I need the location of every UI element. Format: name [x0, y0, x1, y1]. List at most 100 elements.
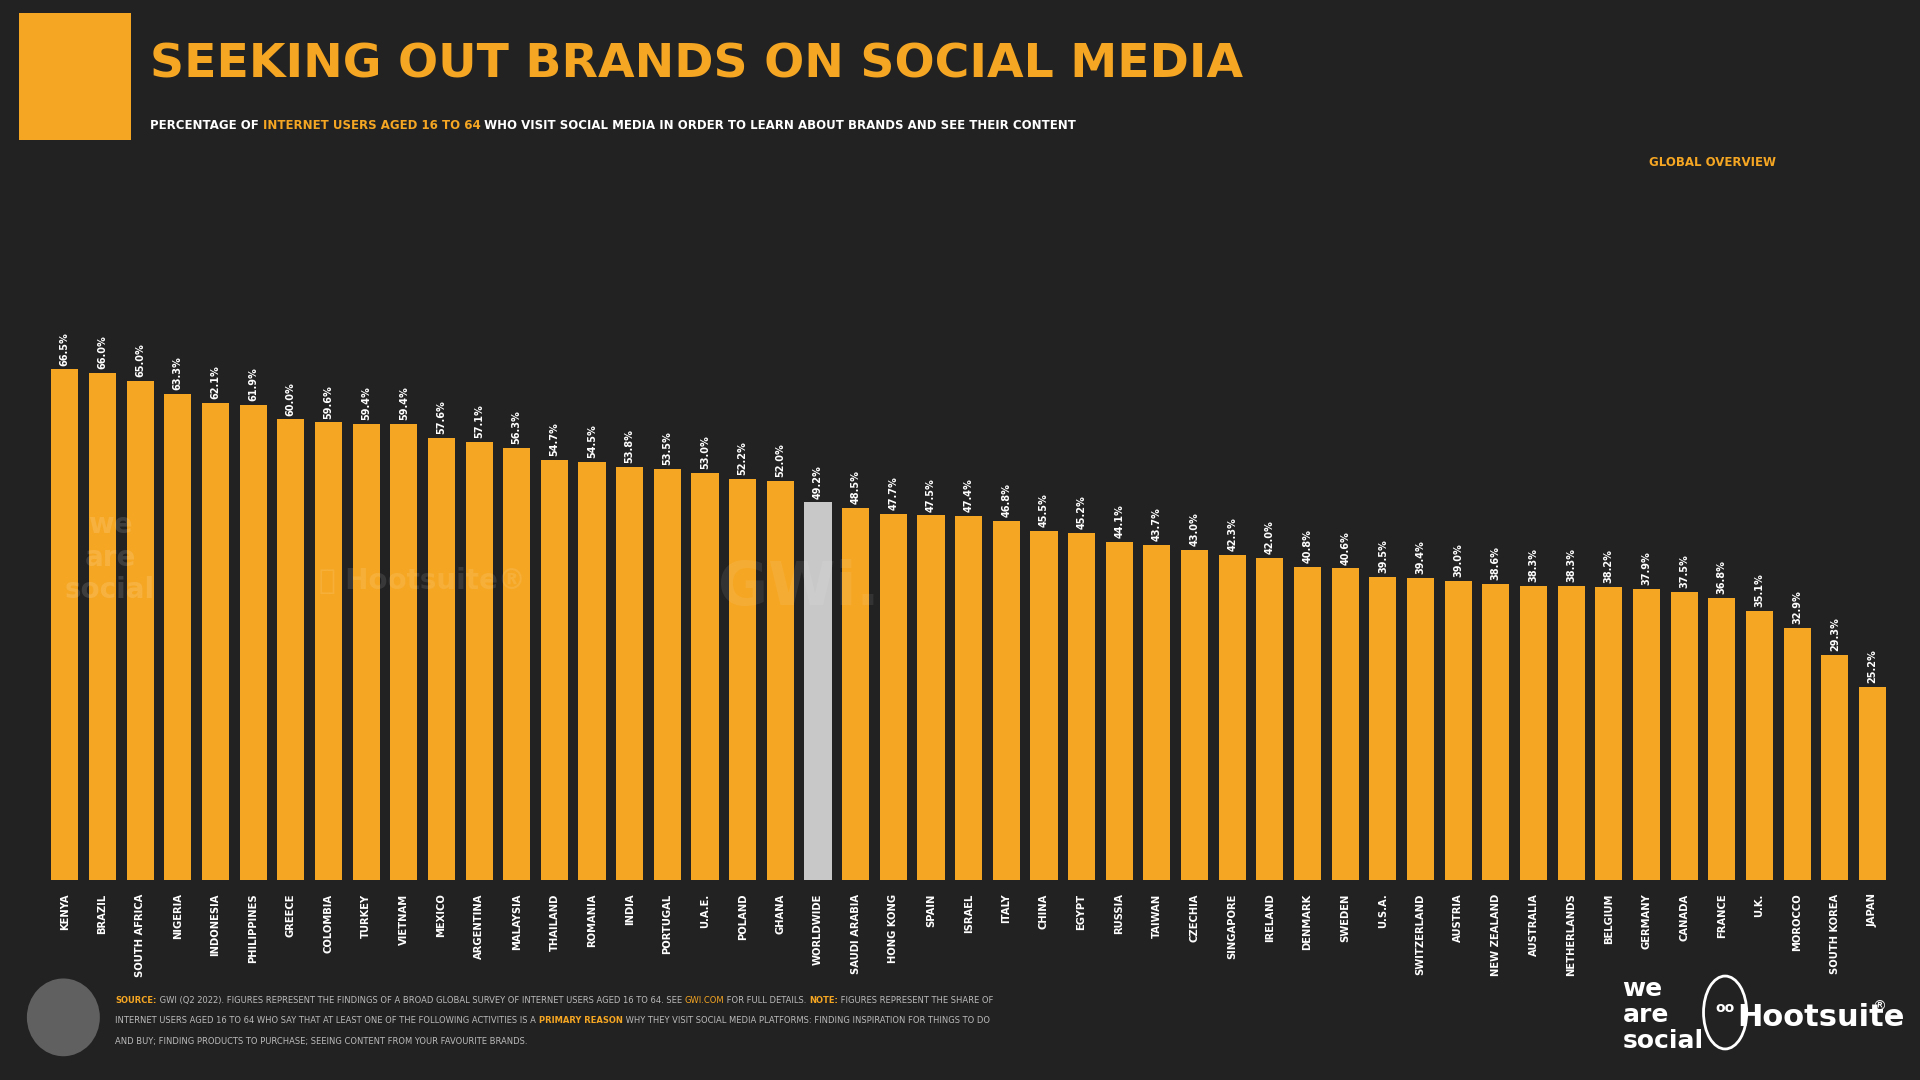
Text: 39.5%: 39.5%	[1379, 539, 1388, 573]
Text: 53.0%: 53.0%	[701, 435, 710, 470]
Bar	[315, 422, 342, 880]
Text: 66.0%: 66.0%	[98, 336, 108, 369]
Text: 40.6%: 40.6%	[1340, 530, 1350, 565]
Text: 38.3%: 38.3%	[1528, 549, 1538, 582]
Text: 59.6%: 59.6%	[323, 384, 334, 419]
Bar	[843, 508, 870, 880]
Text: 118: 118	[44, 1009, 83, 1026]
Text: 🦉 Hootsuite®: 🦉 Hootsuite®	[319, 567, 526, 595]
Bar	[165, 394, 192, 880]
Text: ®: ®	[1872, 1000, 1885, 1013]
Bar	[1784, 627, 1811, 880]
Text: 37.5%: 37.5%	[1680, 555, 1690, 589]
Text: WHO VISIT SOCIAL MEDIA IN ORDER TO LEARN ABOUT BRANDS AND SEE THEIR CONTENT: WHO VISIT SOCIAL MEDIA IN ORDER TO LEARN…	[480, 119, 1077, 132]
Text: GLOBAL OVERVIEW: GLOBAL OVERVIEW	[1649, 156, 1776, 168]
Bar	[202, 403, 228, 880]
Text: oo: oo	[1715, 1001, 1736, 1015]
Text: SOURCE:: SOURCE:	[115, 996, 157, 1004]
Text: 57.1%: 57.1%	[474, 404, 484, 437]
Text: 43.0%: 43.0%	[1190, 512, 1200, 546]
Text: PRIMARY REASON: PRIMARY REASON	[540, 1016, 622, 1025]
Text: 25.2%: 25.2%	[1868, 649, 1878, 683]
Text: 54.7%: 54.7%	[549, 422, 559, 456]
Text: 62.1%: 62.1%	[211, 366, 221, 400]
Text: 38.2%: 38.2%	[1603, 549, 1615, 583]
Text: 66.5%: 66.5%	[60, 332, 69, 366]
Text: 56.3%: 56.3%	[513, 410, 522, 444]
Bar	[1822, 656, 1849, 880]
Text: 38.6%: 38.6%	[1490, 546, 1501, 580]
Text: 48.5%: 48.5%	[851, 470, 860, 504]
Text: NOTE:: NOTE:	[808, 996, 837, 1004]
Text: 42.0%: 42.0%	[1265, 521, 1275, 554]
Text: FOR FULL DETAILS.: FOR FULL DETAILS.	[724, 996, 808, 1004]
Text: GWi.: GWi.	[718, 558, 879, 618]
Bar	[127, 381, 154, 880]
Bar	[1219, 555, 1246, 880]
Bar	[1369, 577, 1396, 880]
Bar	[918, 515, 945, 880]
Bar	[691, 473, 718, 880]
Bar	[616, 467, 643, 880]
Bar	[954, 516, 983, 880]
Text: we
are
social: we are social	[1622, 977, 1703, 1053]
Text: PERCENTAGE OF: PERCENTAGE OF	[150, 119, 263, 132]
Bar	[503, 448, 530, 880]
Text: SEEKING OUT BRANDS ON SOCIAL MEDIA: SEEKING OUT BRANDS ON SOCIAL MEDIA	[150, 42, 1242, 87]
Text: 39.0%: 39.0%	[1453, 543, 1463, 577]
Text: 37.9%: 37.9%	[1642, 552, 1651, 585]
Bar	[1482, 584, 1509, 880]
Bar	[730, 480, 756, 880]
Text: 52.0%: 52.0%	[776, 443, 785, 477]
Text: 2022: 2022	[25, 89, 125, 123]
Bar	[353, 424, 380, 880]
Text: 45.5%: 45.5%	[1039, 494, 1048, 527]
Text: GWI.COM: GWI.COM	[684, 996, 724, 1004]
Text: FIGURES REPRESENT THE SHARE OF: FIGURES REPRESENT THE SHARE OF	[837, 996, 993, 1004]
Text: 52.2%: 52.2%	[737, 442, 747, 475]
Bar	[1407, 578, 1434, 880]
Text: 44.1%: 44.1%	[1114, 504, 1125, 538]
Text: 53.5%: 53.5%	[662, 432, 672, 465]
Bar	[52, 369, 79, 880]
Bar	[1632, 589, 1661, 880]
Bar	[1444, 581, 1473, 880]
Text: Hootsuite: Hootsuite	[1738, 1003, 1905, 1031]
Text: 60.0%: 60.0%	[286, 382, 296, 416]
Bar	[1557, 586, 1584, 880]
Bar	[1859, 687, 1885, 880]
Bar	[1031, 530, 1058, 880]
Text: AND BUY; FINDING PRODUCTS TO PURCHASE; SEEING CONTENT FROM YOUR FAVOURITE BRANDS: AND BUY; FINDING PRODUCTS TO PURCHASE; S…	[115, 1037, 528, 1045]
Text: GWI (Q2 2022). FIGURES REPRESENT THE FINDINGS OF A BROAD GLOBAL SURVEY OF INTERN: GWI (Q2 2022). FIGURES REPRESENT THE FIN…	[157, 996, 684, 1004]
Bar	[390, 424, 417, 880]
Bar	[766, 481, 793, 880]
Text: 39.4%: 39.4%	[1415, 540, 1425, 573]
Text: 42.3%: 42.3%	[1227, 517, 1236, 552]
Text: 49.2%: 49.2%	[812, 464, 824, 499]
Bar	[1068, 534, 1094, 880]
Bar	[240, 405, 267, 880]
Bar	[1294, 567, 1321, 880]
Text: 36.8%: 36.8%	[1716, 559, 1726, 594]
Bar	[1596, 586, 1622, 880]
Text: 38.3%: 38.3%	[1567, 549, 1576, 582]
Bar	[879, 514, 906, 880]
Bar	[993, 521, 1020, 880]
Bar	[428, 437, 455, 880]
Bar	[655, 470, 682, 880]
Text: 40.8%: 40.8%	[1302, 529, 1313, 563]
Text: 59.4%: 59.4%	[361, 387, 371, 420]
Bar	[1256, 557, 1283, 880]
Text: 29.3%: 29.3%	[1830, 618, 1839, 651]
Text: 53.8%: 53.8%	[624, 430, 636, 463]
Bar	[1106, 541, 1133, 880]
Text: OCT: OCT	[35, 30, 115, 65]
Text: 46.8%: 46.8%	[1002, 483, 1012, 517]
Text: INTERNET USERS AGED 16 TO 64 WHO SAY THAT AT LEAST ONE OF THE FOLLOWING ACTIVITI: INTERNET USERS AGED 16 TO 64 WHO SAY THA…	[115, 1016, 540, 1025]
Text: 54.5%: 54.5%	[588, 424, 597, 458]
Text: 32.9%: 32.9%	[1791, 590, 1803, 623]
Text: 59.4%: 59.4%	[399, 387, 409, 420]
Bar	[1670, 592, 1697, 880]
Bar	[578, 461, 605, 880]
Bar	[88, 374, 115, 880]
